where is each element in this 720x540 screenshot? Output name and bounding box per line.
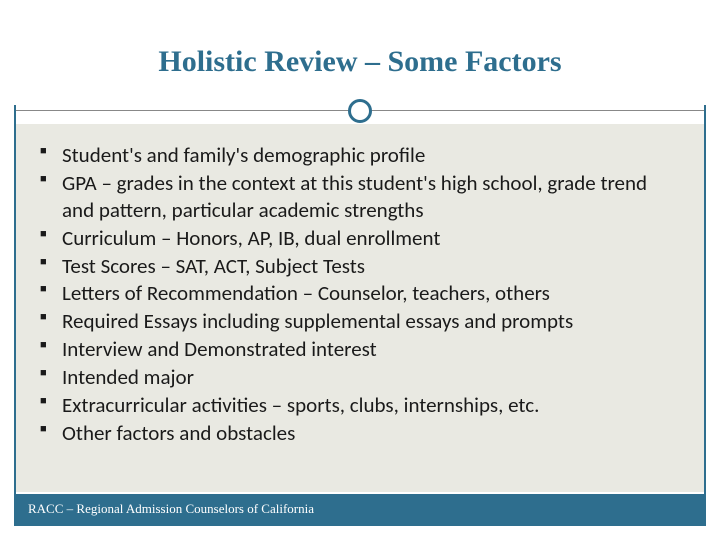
title-divider [16, 98, 704, 124]
footer-text: RACC – Regional Admission Counselors of … [28, 501, 314, 517]
list-item: Extracurricular activities – sports, clu… [38, 392, 682, 419]
content-area: Student's and family's demographic profi… [16, 124, 704, 492]
list-item: Required Essays including supplemental e… [38, 308, 682, 335]
list-item: GPA – grades in the context at this stud… [38, 170, 682, 224]
list-item: Other factors and obstacles [38, 420, 682, 447]
list-item: Curriculum – Honors, AP, IB, dual enroll… [38, 225, 682, 252]
list-item: Student's and family's demographic profi… [38, 142, 682, 169]
list-item: Interview and Demonstrated interest [38, 336, 682, 363]
bullet-list: Student's and family's demographic profi… [38, 142, 682, 447]
list-item: Intended major [38, 364, 682, 391]
slide-title: Holistic Review – Some Factors [158, 37, 561, 79]
title-area: Holistic Review – Some Factors [14, 10, 706, 105]
slide: Holistic Review – Some Factors Student's… [0, 0, 720, 540]
footer-bar: RACC – Regional Admission Counselors of … [16, 494, 704, 524]
list-item: Letters of Recommendation – Counselor, t… [38, 280, 682, 307]
list-item: Test Scores – SAT, ACT, Subject Tests [38, 253, 682, 280]
divider-circle-icon [348, 99, 372, 123]
